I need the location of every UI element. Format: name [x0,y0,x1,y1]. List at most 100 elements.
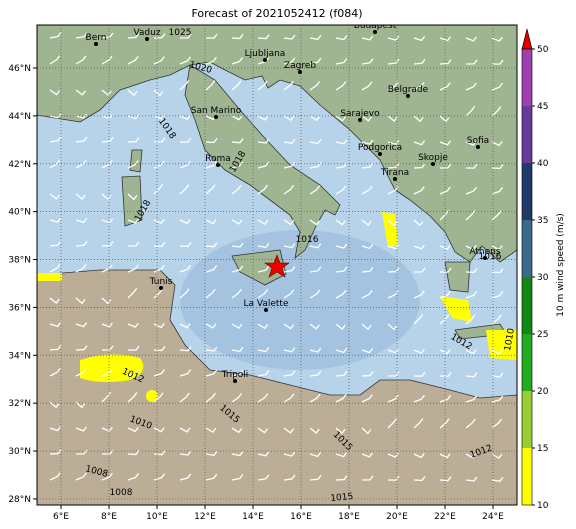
wind-barb [387,417,398,429]
wind-barb [491,210,502,221]
wind-barb [491,59,504,65]
wind-barb [49,32,62,39]
wind-barb [153,218,165,224]
wind-barb [49,193,60,200]
wind-barb [75,217,88,224]
wind-barb [101,193,112,201]
isobar-label: 1015 [330,492,354,504]
map-frame [36,24,518,506]
wind-barb [49,426,62,432]
wind-barb [153,56,165,65]
lat-tick-label: 40°N [8,208,31,218]
wind-barb [387,219,398,227]
wind-barb [387,452,399,458]
wind-barb [205,450,218,456]
city-dot [476,145,480,149]
wind-barb [413,244,425,250]
wind-barb [75,297,86,305]
wind-barb [127,218,139,224]
wind-barb [179,184,190,195]
wind-barb [439,418,450,429]
wind-barb [361,81,373,91]
wind-barb [361,139,374,145]
wind-barb [257,80,268,91]
colorbar-tick-label: 35 [537,216,548,226]
wind-barb [387,348,399,354]
wind-barb [491,372,504,378]
wind-barb [439,82,451,91]
city-dot [378,152,382,156]
wind-barb [205,184,216,195]
wind-barb [439,209,450,221]
wind-barb [179,265,192,273]
wind-barb [257,289,269,299]
wind-barb [387,394,399,403]
wind-barb [49,217,62,223]
wind-barb [257,184,268,195]
colorbar-tick-label: 50 [537,45,549,55]
colorbar-segment [522,277,532,334]
wind-barb [387,162,400,169]
wind-barb [335,162,348,169]
wind-barb [491,314,502,325]
wind-barb [75,322,88,328]
wind-barb [387,244,400,250]
wind-barb [127,426,139,433]
wind-barb [49,113,62,119]
wind-barb [127,160,139,169]
wind-barb [231,427,243,434]
wind-barb [179,218,191,225]
wind-barb [465,418,476,429]
wind-barb [205,161,218,169]
title: Forecast of 2021052412 (f084) [191,7,362,20]
wind-barb [361,219,372,226]
wind-barb [75,55,87,65]
wind-patches [37,212,517,402]
wind-barb [205,323,217,329]
wind-barb [309,219,321,226]
wind-barb [439,348,451,355]
city-dot [431,162,435,166]
city-dot [393,177,397,181]
wind-barb [439,290,451,299]
wind-barb [283,451,296,457]
city-dot [483,256,487,260]
colorbar-segment [522,163,532,220]
wind-barb [49,240,62,247]
wind-barb [283,161,296,169]
wind-barb [335,347,348,354]
wind-barb [153,392,164,403]
wind-barb [205,56,217,65]
wind-barb [335,266,348,273]
wind-barb [413,418,424,429]
wind-barb [491,187,504,195]
lat-tick-label: 34°N [8,351,31,361]
wind-barb [335,243,348,249]
wind-barb [361,452,373,458]
wind-barb [439,140,451,146]
wind-barb [309,185,321,195]
city-label: Sofia [467,136,489,146]
wind-barb [257,370,270,377]
city-dot [214,115,218,119]
lat-tick-label: 46°N [8,64,31,74]
wind-barb [75,472,87,481]
wind-barb [153,427,165,433]
wind-barb [75,89,86,96]
city-label: Vaduz [133,28,160,38]
wind-barb [179,392,190,403]
location-star [264,254,290,278]
wind-barb [205,33,218,39]
wind-barb [257,242,270,248]
wind-barb [75,136,88,143]
wind-barb [491,268,504,274]
wind-barb [49,263,61,273]
wind-barb [127,473,140,481]
wind-barb [101,345,114,351]
wind-barb [153,473,166,481]
wind-barb [101,426,113,432]
wind-barb [231,219,243,225]
city-label: La Valette [244,299,289,309]
wind-barb [361,348,374,354]
